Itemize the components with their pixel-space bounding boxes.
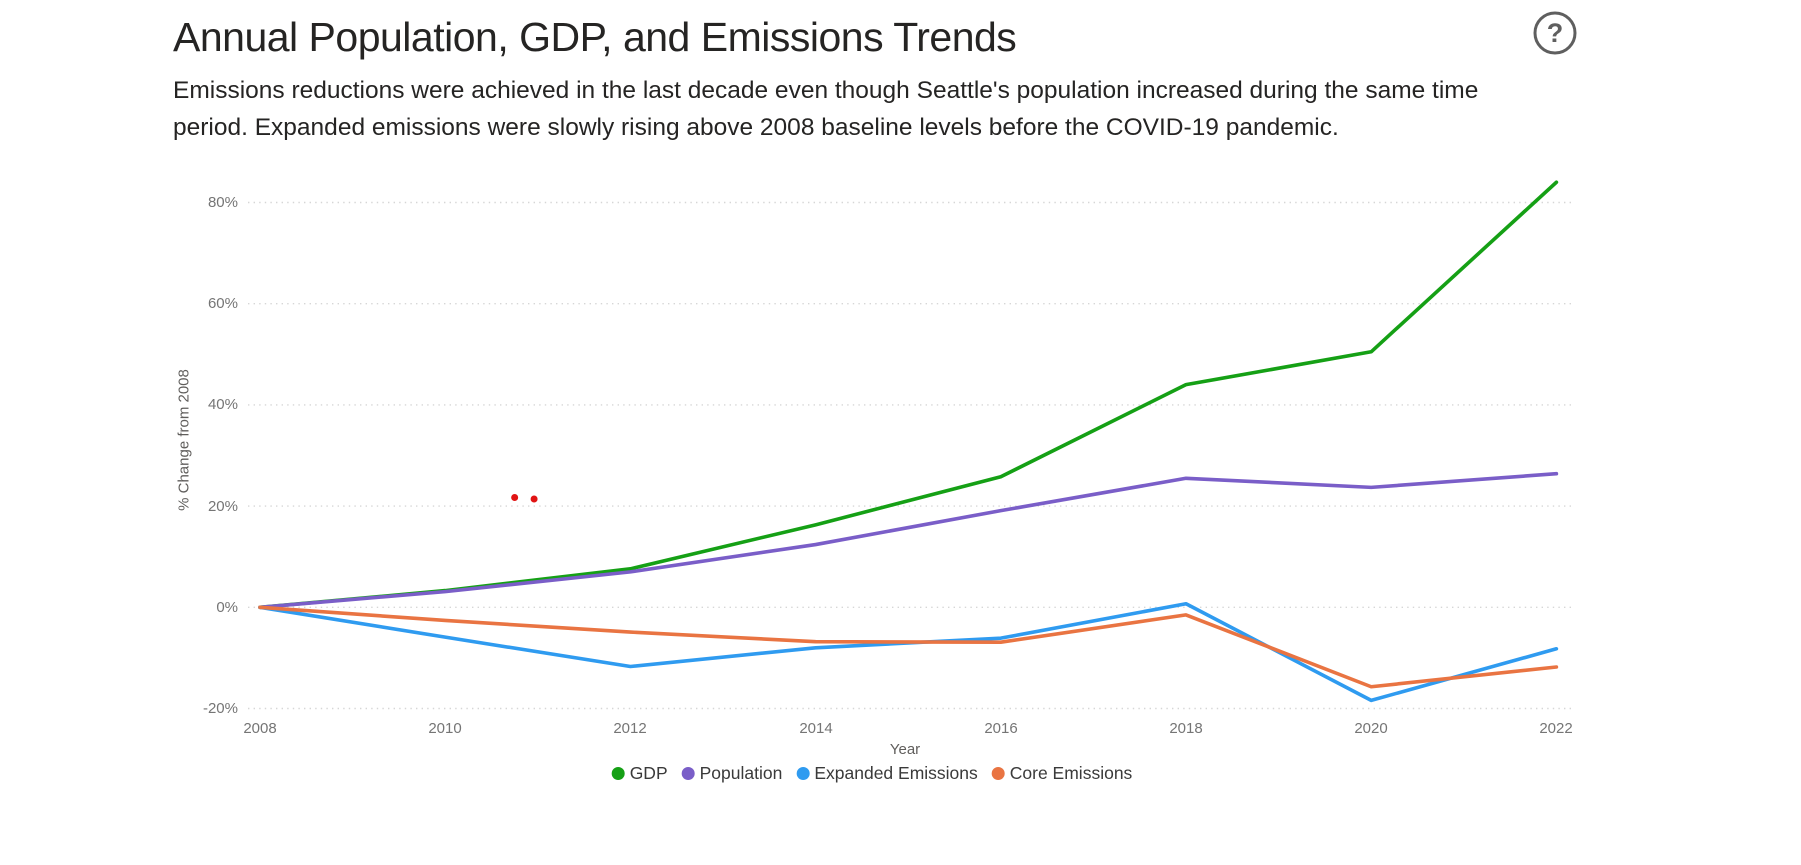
legend-dot [611,767,625,780]
x-axis-tick-label: 2014 [799,720,833,737]
legend-dot [681,767,695,780]
svg-text:?: ? [1547,18,1564,48]
question-mark-circle-icon: ? [1533,11,1577,55]
subtitle-line: period. Expanded emissions were slowly r… [173,114,1339,141]
y-axis-tick-label: -20% [202,700,238,717]
page-subtitle: Emissions reductions were achieved in th… [173,72,1478,146]
page-title: Annual Population, GDP, and Emissions Tr… [173,14,1017,60]
annotation-dot[interactable] [530,495,538,503]
help-button[interactable]: ? [1530,8,1578,56]
x-axis-title: Year [889,741,921,758]
series-line-expanded-emissions[interactable] [258,601,1559,703]
legend-label: Expanded Emissions [814,763,978,783]
legend-item-gdp[interactable]: GDP [611,763,668,784]
y-axis-tick-label: 0% [216,599,238,616]
legend-item-population[interactable]: Population [681,763,783,784]
legend-item-core-emissions[interactable]: Core Emissions [991,763,1133,784]
x-axis-tick-label: 2022 [1539,720,1573,737]
y-axis-tick-label: 20% [207,498,238,515]
y-axis-tick-label: 60% [207,295,238,312]
series-line-population[interactable] [258,471,1559,610]
x-axis-tick-label: 2020 [1354,720,1388,737]
legend-label: Core Emissions [1009,763,1133,783]
legend-label: Population [699,763,783,783]
legend-item-expanded-emissions[interactable]: Expanded Emissions [796,763,978,784]
x-axis-tick-label: 2018 [1169,720,1203,737]
subtitle-line: Emissions reductions were achieved in th… [173,77,1479,104]
x-axis-tick-label: 2008 [243,720,277,737]
x-axis-tick-label: 2012 [613,720,647,737]
legend-label: GDP [629,763,668,783]
annotation-dot[interactable] [511,493,519,501]
y-axis-title: % Change from 2008 [175,369,193,511]
chart-legend: GDP Population Expanded Emissions Core E… [611,763,1133,784]
series-line-gdp[interactable] [258,180,1559,610]
legend-dot [991,767,1005,780]
series-line-core-emissions[interactable] [258,605,1559,689]
y-axis-tick-label: 40% [207,396,238,413]
x-axis-tick-label: 2010 [428,720,462,737]
y-axis-tick-label: 80% [207,194,238,211]
x-axis-tick-label: 2016 [984,720,1018,737]
legend-dot [796,767,810,780]
